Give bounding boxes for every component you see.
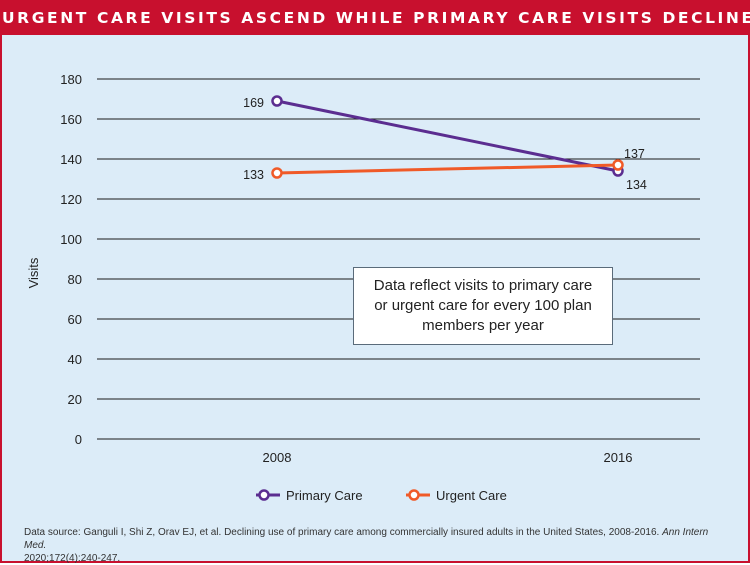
urgent-care-data-label: 133 — [243, 168, 264, 182]
x-tick-label: 2016 — [604, 450, 633, 465]
y-tick-label: 180 — [60, 72, 82, 87]
series-lines — [271, 95, 624, 179]
y-tick-label: 100 — [60, 232, 82, 247]
urgent-care-point — [271, 167, 283, 179]
primary-care-data-label: 134 — [626, 178, 647, 192]
source-journal: Ann Intern Med. — [24, 527, 709, 551]
x-axis-ticks: 2008 2016 — [263, 450, 633, 465]
y-tick-label: 20 — [68, 392, 82, 407]
primary-care-point — [271, 95, 283, 107]
y-tick-label: 0 — [75, 432, 82, 447]
urgent-care-legend-marker — [408, 489, 420, 501]
y-axis-ticks: 0 20 40 60 80 100 120 140 160 180 — [60, 72, 82, 447]
data-labels: 169 134 133 137 — [243, 96, 647, 192]
x-tick-label: 2008 — [263, 450, 292, 465]
primary-care-legend-label: Primary Care — [286, 488, 363, 503]
note-line-1: Data reflect visits to primary care — [373, 277, 593, 294]
legend: Primary Care Urgent Care — [256, 488, 507, 503]
urgent-care-point — [612, 159, 624, 171]
source-citation: 2020;172(4):240-247. — [24, 553, 121, 564]
y-tick-label: 140 — [60, 152, 82, 167]
urgent-care-line — [276, 163, 619, 175]
y-tick-label: 80 — [68, 272, 82, 287]
note-line-2: or urgent care for every 100 plan — [374, 297, 592, 314]
y-axis-label: Visits — [26, 257, 41, 288]
line-chart: 0 20 40 60 80 100 120 140 160 180 Visits 2008 2016… — [26, 72, 700, 503]
y-tick-label: 40 — [68, 352, 82, 367]
primary-care-legend-marker — [258, 489, 270, 501]
chart-note: Data reflect visits to primary care or u… — [353, 267, 613, 345]
primary-care-data-label: 169 — [243, 96, 264, 110]
note-line-3: members per year — [422, 317, 544, 334]
primary-care-line — [276, 99, 619, 173]
y-tick-label: 160 — [60, 112, 82, 127]
gridlines — [97, 78, 700, 440]
banner-title: URGENT CARE VISITS ASCEND WHILE PRIMARY … — [2, 2, 750, 35]
urgent-care-data-label: 137 — [624, 147, 645, 161]
data-source: Data source: Ganguli I, Shi Z, Orav EJ, … — [24, 526, 724, 565]
urgent-care-legend-label: Urgent Care — [436, 488, 507, 503]
source-text: Data source: Ganguli I, Shi Z, Orav EJ, … — [24, 527, 663, 538]
y-tick-label: 120 — [60, 192, 82, 207]
y-tick-label: 60 — [68, 312, 82, 327]
